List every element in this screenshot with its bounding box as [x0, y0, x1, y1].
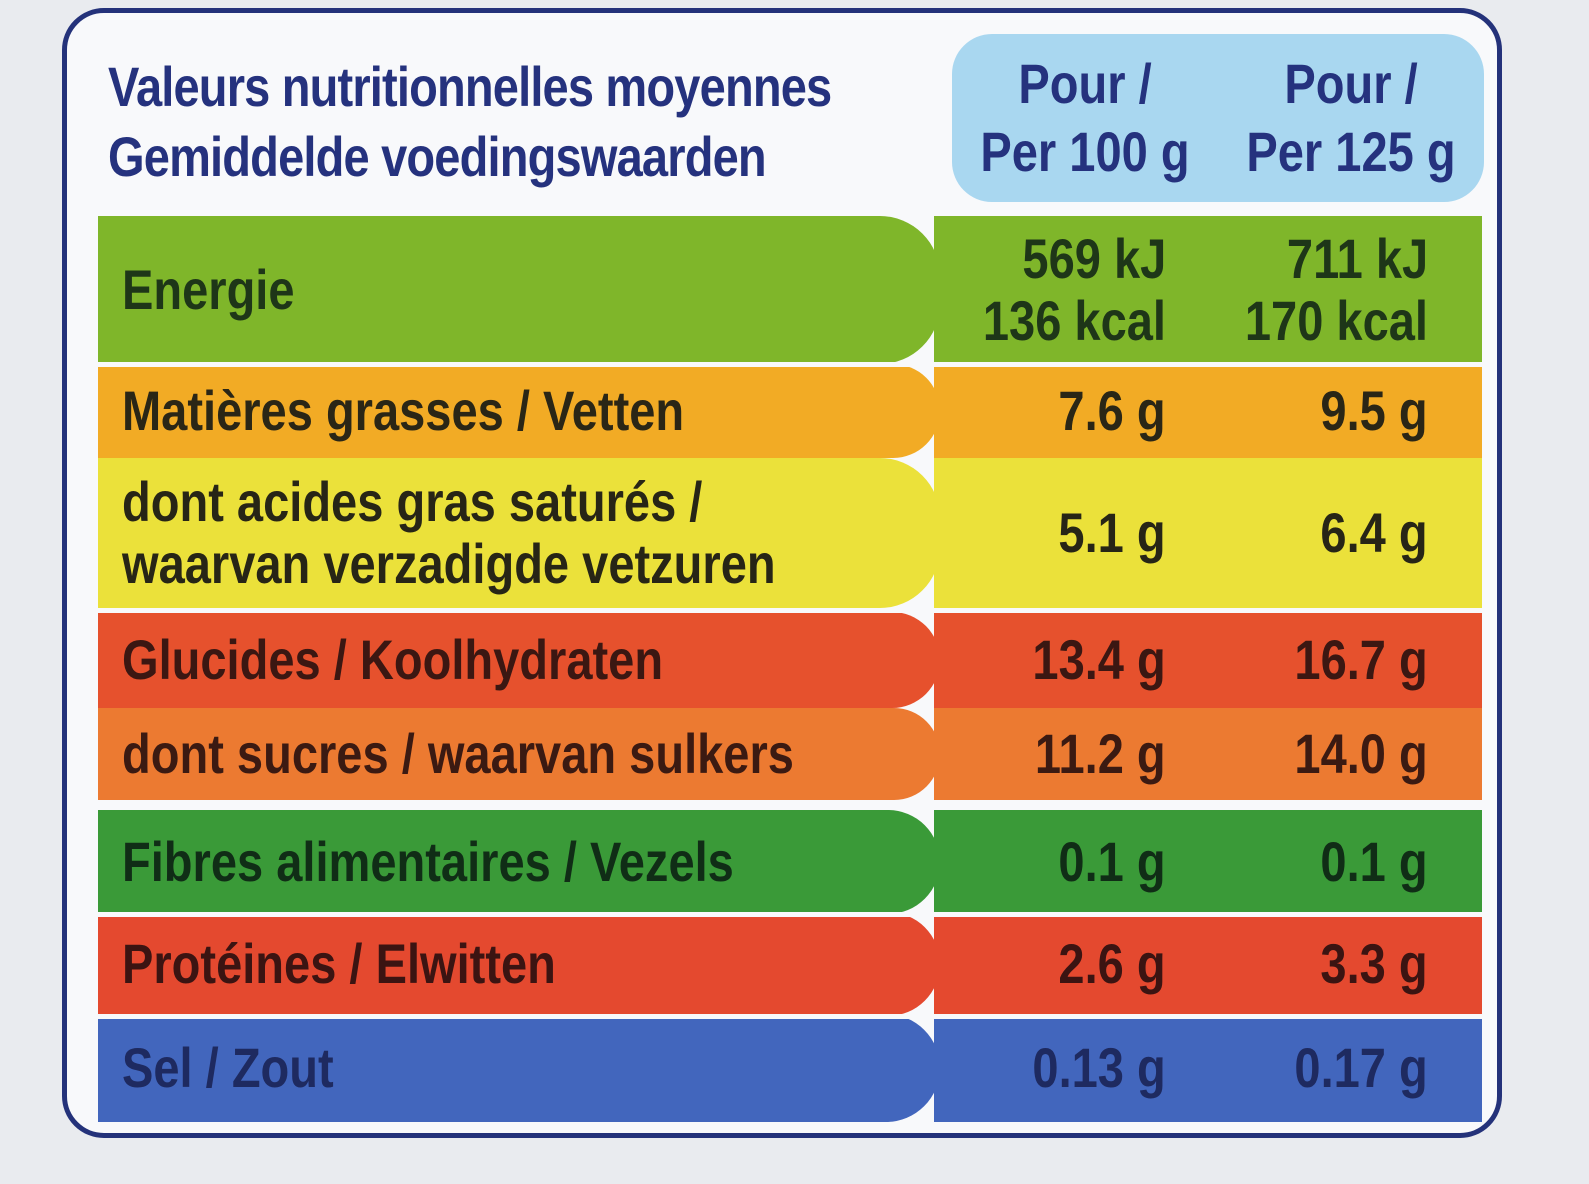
value-per-100g: 0.13 g — [926, 1014, 1166, 1122]
value-per-100g: 0.1 g — [926, 810, 1166, 914]
row-label-line: Energie — [122, 258, 295, 321]
value-per-125g-text: 9.5 g — [1320, 379, 1428, 442]
value-per-100g-kj: 569 kJ — [1022, 227, 1166, 290]
row-fat: Matières grasses / Vetten 7.6 g 9.5 g — [98, 364, 1482, 458]
row-divider — [98, 362, 1482, 367]
value-per-100g-text: 0.13 g — [1032, 1036, 1166, 1099]
row-label: Protéines / Elwitten — [122, 912, 556, 1016]
row-proteins: Protéines / Elwitten 2.6 g 3.3 g — [98, 912, 1482, 1016]
row-values-background — [934, 612, 1482, 708]
row-divider — [98, 608, 1482, 613]
row-label-background — [98, 612, 940, 708]
row-label-background — [98, 364, 940, 458]
value-per-125g-text: 14.0 g — [1294, 722, 1428, 785]
row-divider — [98, 804, 1482, 809]
value-per-100g: 11.2 g — [926, 708, 1166, 800]
row-label-line: Fibres alimentaires / Vezels — [122, 830, 734, 893]
value-per-125g: 0.1 g — [1188, 810, 1428, 914]
value-per-125g-text: 3.3 g — [1320, 932, 1428, 995]
value-per-100g: 2.6 g — [926, 912, 1166, 1016]
column-header-per-100g-line2: Per 100 g — [980, 120, 1190, 183]
value-per-125g: 16.7 g — [1188, 612, 1428, 708]
value-per-125g-text: 0.17 g — [1294, 1036, 1428, 1099]
value-per-125g-text: 0.1 g — [1320, 830, 1428, 893]
row-label-line: Matières grasses / Vetten — [122, 379, 685, 442]
value-per-100g: 569 kJ 136 kcal — [926, 216, 1166, 364]
row-values-background — [934, 708, 1482, 800]
value-per-100g-text: 2.6 g — [1058, 932, 1166, 995]
row-values-background — [934, 1014, 1482, 1122]
title-dutch: Gemiddelde voedingswaarden — [108, 125, 767, 188]
row-label-background — [98, 216, 940, 364]
value-per-100g-kcal: 136 kcal — [982, 289, 1166, 352]
row-label-line: waarvan verzadigde vetzuren — [122, 532, 776, 595]
row-divider — [98, 912, 1482, 917]
value-per-125g: 0.17 g — [1188, 1014, 1428, 1122]
value-per-125g-kj: 711 kJ — [1286, 227, 1428, 290]
value-per-100g-text: 7.6 g — [1058, 379, 1166, 442]
value-per-100g-text: 0.1 g — [1058, 830, 1166, 893]
row-label: Energie — [122, 216, 295, 364]
value-per-125g: 3.3 g — [1188, 912, 1428, 1016]
row-values-background — [934, 216, 1482, 364]
row-saturated-fat: dont acides gras saturés / waarvan verza… — [98, 458, 1482, 608]
row-values-background — [934, 458, 1482, 608]
row-values-background — [934, 364, 1482, 458]
row-label-line: Sel / Zout — [122, 1036, 334, 1099]
value-per-100g-text: 13.4 g — [1032, 628, 1166, 691]
row-label: Sel / Zout — [122, 1014, 334, 1122]
value-per-125g-kcal: 170 kcal — [1244, 289, 1428, 352]
value-per-125g: 14.0 g — [1188, 708, 1428, 800]
column-header-per-100g-line1: Pour / — [1018, 52, 1152, 115]
column-header-per-125g-line1: Pour / — [1284, 52, 1418, 115]
row-sugars: dont sucres / waarvan sulkers 11.2 g 14.… — [98, 708, 1482, 800]
value-per-125g: 711 kJ 170 kcal — [1188, 216, 1428, 364]
row-values-background — [934, 912, 1482, 1016]
row-label: dont sucres / waarvan sulkers — [122, 708, 794, 800]
row-label: dont acides gras saturés / waarvan verza… — [122, 458, 776, 608]
title-french: Valeurs nutritionnelles moyennes — [108, 55, 832, 118]
row-label-line: Protéines / Elwitten — [122, 932, 556, 995]
row-label: Fibres alimentaires / Vezels — [122, 810, 734, 914]
row-carbohydrates: Glucides / Koolhydraten 13.4 g 16.7 g — [98, 612, 1482, 708]
column-header: Pour / Per 100 g Pour / Per 125 g — [952, 34, 1484, 202]
value-per-100g: 7.6 g — [926, 364, 1166, 458]
row-divider — [98, 1014, 1482, 1019]
row-label: Glucides / Koolhydraten — [122, 612, 663, 708]
table-title: Valeurs nutritionnelles moyennes Gemidde… — [108, 52, 832, 192]
column-header-per-125g-line2: Per 125 g — [1246, 120, 1456, 183]
value-per-100g: 13.4 g — [926, 612, 1166, 708]
column-header-per-100g: Pour / Per 100 g — [973, 50, 1196, 186]
row-values-background — [934, 810, 1482, 914]
row-label-background — [98, 1014, 940, 1122]
value-per-125g-text: 6.4 g — [1320, 501, 1428, 564]
row-label: Matières grasses / Vetten — [122, 364, 684, 458]
value-per-125g-text: 16.7 g — [1294, 628, 1428, 691]
row-label-background — [98, 458, 940, 608]
value-per-125g: 6.4 g — [1188, 458, 1428, 608]
row-label-line: dont sucres / waarvan sulkers — [122, 722, 794, 785]
row-label-line: dont acides gras saturés / — [122, 470, 703, 533]
value-per-100g: 5.1 g — [926, 458, 1166, 608]
row-label-background — [98, 810, 940, 914]
value-per-100g-text: 11.2 g — [1035, 722, 1166, 785]
row-energy: Energie 569 kJ 136 kcal 711 kJ 170 kcal — [98, 216, 1482, 364]
value-per-100g-text: 5.1 g — [1058, 501, 1166, 564]
row-label-line: Glucides / Koolhydraten — [122, 628, 664, 691]
row-label-background — [98, 912, 940, 1016]
value-per-125g: 9.5 g — [1188, 364, 1428, 458]
column-header-per-125g: Pour / Per 125 g — [1239, 50, 1462, 186]
row-salt: Sel / Zout 0.13 g 0.17 g — [98, 1014, 1482, 1122]
row-fibres: Fibres alimentaires / Vezels 0.1 g 0.1 g — [98, 810, 1482, 914]
row-label-background — [98, 708, 940, 800]
